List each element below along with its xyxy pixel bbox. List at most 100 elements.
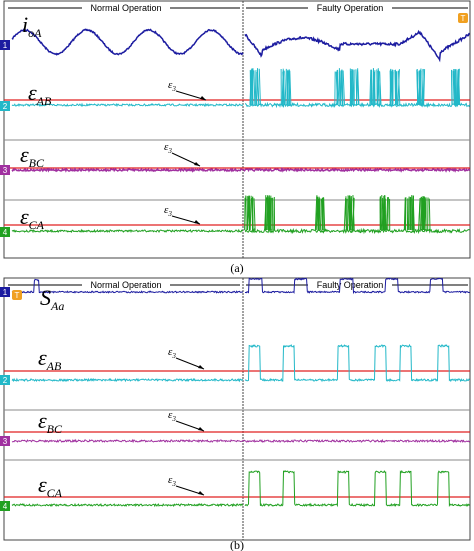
header: Faulty Operation — [317, 3, 384, 13]
arrow-head — [200, 96, 206, 100]
subscript: CA — [29, 218, 45, 232]
arrow-head — [194, 220, 200, 224]
waveform — [11, 377, 244, 383]
waveform — [11, 438, 471, 444]
annotation: ε3 — [164, 204, 172, 218]
burst — [282, 71, 285, 106]
burst — [409, 197, 411, 231]
burst — [254, 70, 257, 106]
burst — [258, 68, 261, 106]
burst — [357, 70, 360, 106]
annotation: ε3 — [168, 474, 176, 488]
panel-frame — [3, 277, 471, 541]
waveform — [11, 502, 244, 508]
burst — [403, 197, 406, 231]
burst — [257, 68, 260, 106]
signal-label: εBC — [20, 142, 45, 170]
subscript: 3 — [171, 415, 176, 423]
burst — [317, 196, 320, 231]
symbol: ε — [164, 141, 169, 153]
arrow-head — [198, 365, 204, 369]
symbol: ε — [38, 345, 47, 370]
channel-badge — [0, 165, 10, 175]
channel-number: 1 — [3, 41, 8, 50]
header-bg — [308, 279, 392, 291]
waveform — [11, 278, 244, 294]
burst — [422, 196, 425, 231]
waveform — [11, 28, 244, 56]
signal-label: εAB — [38, 345, 62, 373]
symbol: i — [22, 12, 28, 37]
burst — [342, 70, 346, 106]
burst — [289, 70, 292, 106]
symbol: ε — [168, 409, 173, 421]
burst — [336, 69, 339, 106]
burst — [266, 198, 269, 231]
channel-badge — [0, 375, 10, 385]
symbol: ε — [20, 204, 29, 229]
panel-frame — [3, 0, 471, 259]
arrow-head — [198, 427, 204, 431]
burst — [268, 195, 271, 231]
symbol: ε — [168, 79, 173, 91]
burst — [253, 198, 256, 231]
burst — [373, 71, 376, 106]
burst — [323, 197, 326, 231]
burst — [385, 197, 389, 231]
burst — [418, 70, 421, 106]
waveform — [244, 343, 470, 383]
symbol: ε — [20, 142, 29, 167]
waveform — [245, 277, 470, 295]
channel-number: 2 — [3, 102, 8, 111]
waveform — [244, 29, 470, 63]
burst — [392, 71, 394, 106]
burst — [315, 198, 319, 231]
subscript: 3 — [171, 352, 176, 360]
symbol: ε — [38, 472, 47, 497]
trigger: T — [15, 291, 20, 300]
arrow-head — [198, 491, 204, 495]
burst — [352, 195, 355, 231]
subscript: 3 — [167, 210, 172, 218]
waveform — [11, 228, 244, 234]
burst — [248, 196, 251, 231]
burst — [247, 198, 250, 231]
channel-number: 3 — [3, 437, 8, 446]
header-bg — [82, 2, 170, 14]
burst — [319, 198, 323, 231]
symbol: ε — [38, 408, 47, 433]
header-bg — [82, 279, 170, 291]
burst — [251, 198, 254, 231]
burst — [387, 197, 389, 231]
symbol: ε — [168, 346, 173, 358]
subscript: 3 — [171, 85, 176, 93]
burst — [452, 70, 455, 106]
annotation: ε3 — [168, 346, 176, 360]
annotation: ε3 — [168, 79, 176, 93]
burst — [349, 70, 352, 106]
subscript: oA — [28, 26, 42, 40]
header: Normal Operation — [90, 280, 161, 290]
channel-number: 1 — [3, 288, 8, 297]
burst — [411, 195, 415, 231]
header-bg — [308, 2, 392, 14]
burst — [423, 69, 426, 106]
channel-badge — [0, 436, 10, 446]
channel-badge — [0, 101, 10, 111]
subscript: CA — [47, 486, 63, 500]
header: Normal Operation — [90, 3, 161, 13]
burst — [428, 198, 431, 231]
caption: (a) — [230, 261, 243, 275]
waveform — [244, 227, 470, 235]
signal-label: εCA — [38, 472, 63, 500]
burst — [379, 71, 382, 106]
annotation: ε3 — [168, 409, 176, 423]
channel-number: 3 — [3, 166, 8, 175]
signal-label: SAa — [40, 285, 64, 313]
signal-label: ioA — [22, 12, 42, 40]
channel-number: 2 — [3, 376, 8, 385]
burst — [394, 70, 397, 106]
channel-number: 4 — [3, 228, 8, 237]
burst — [381, 195, 384, 231]
